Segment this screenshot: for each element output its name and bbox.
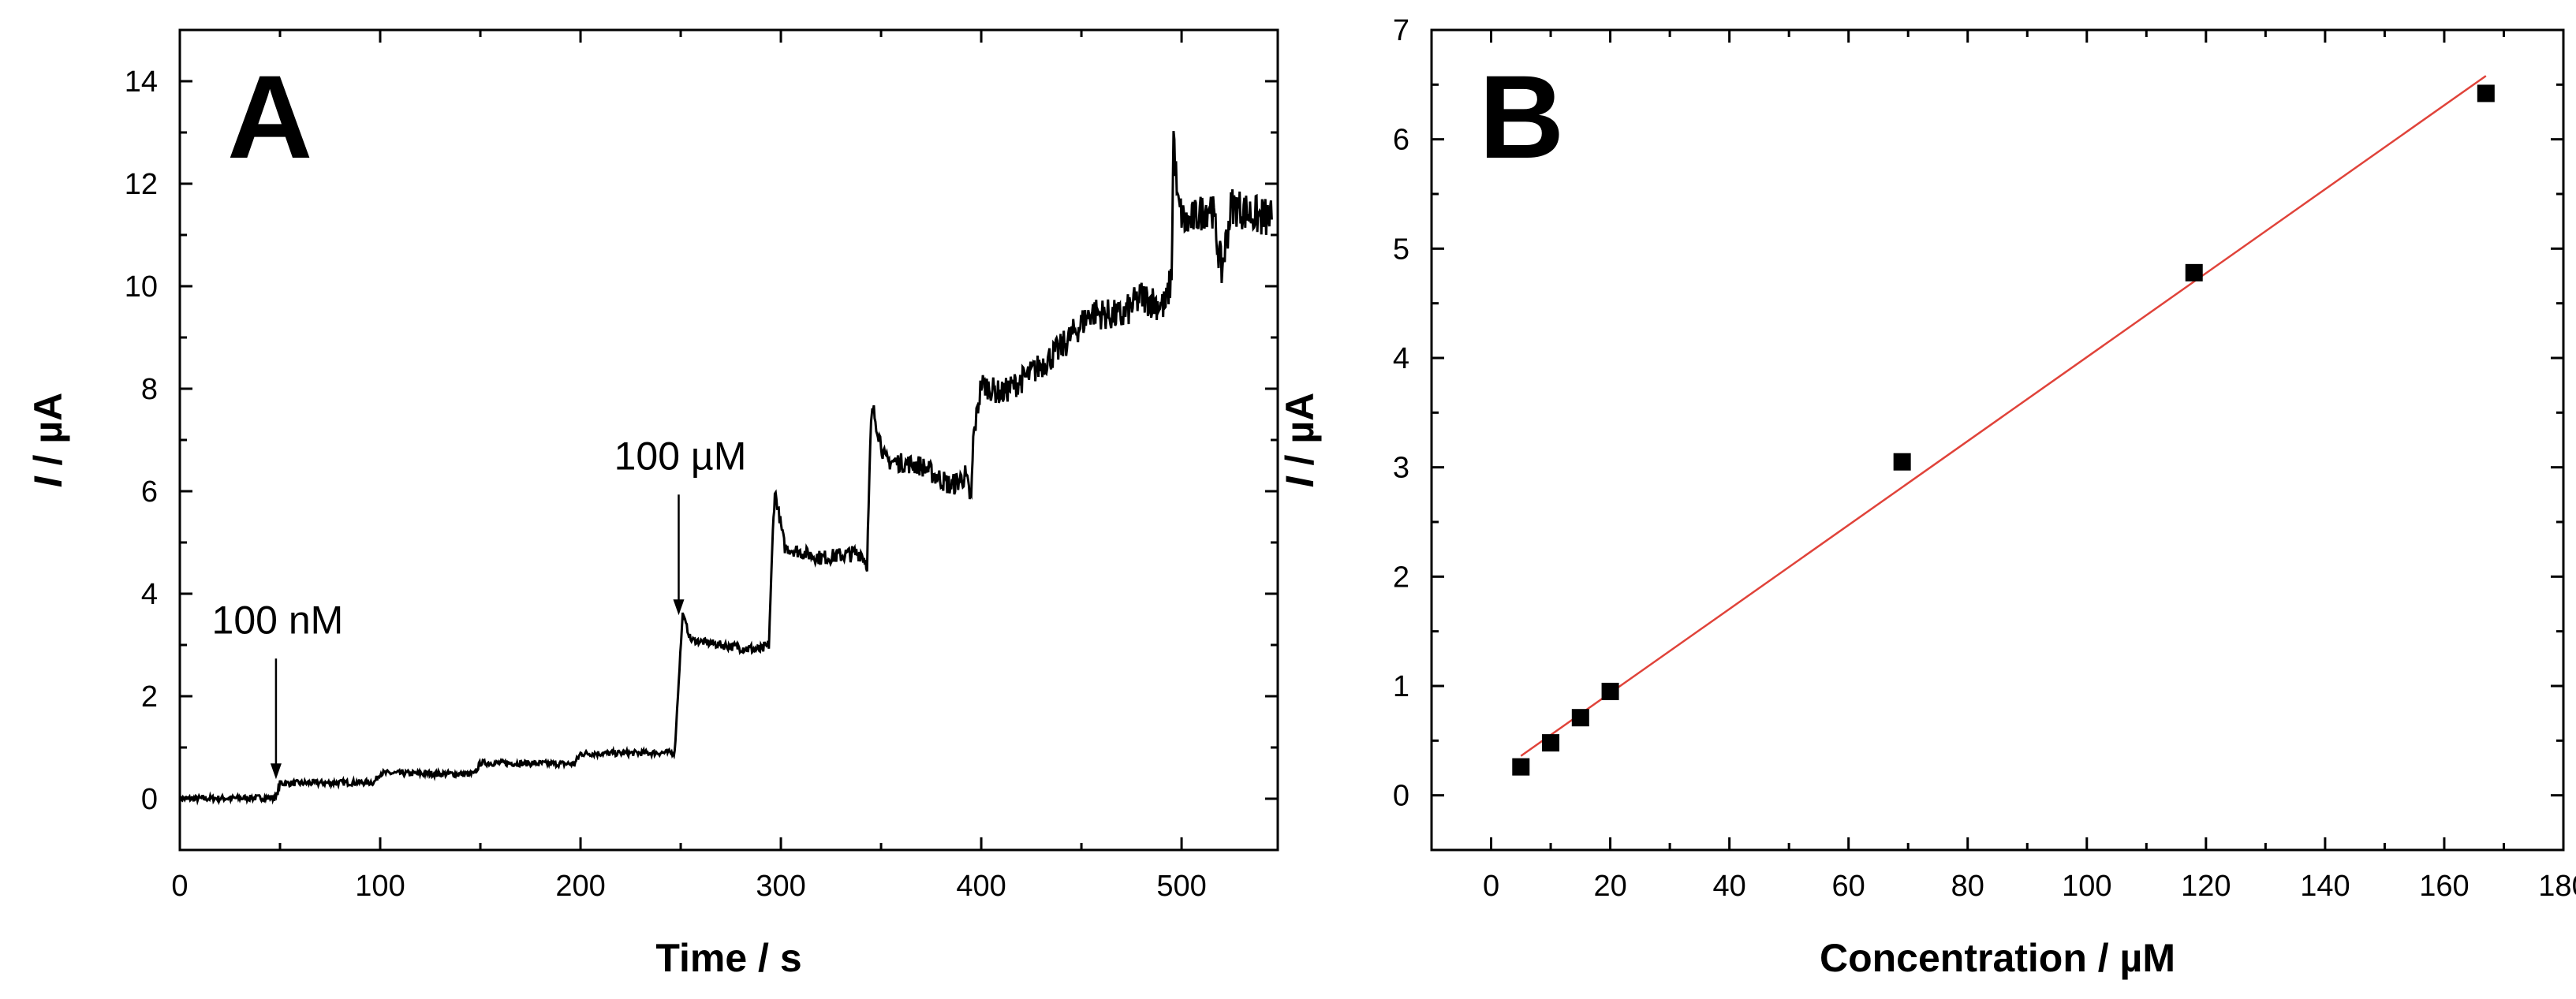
- y-tick-label: 3: [1393, 452, 1409, 485]
- data-point: [1893, 453, 1911, 471]
- data-point: [1571, 709, 1589, 727]
- y-axis-title: I / µA: [26, 393, 70, 488]
- x-tick-label: 0: [171, 870, 188, 903]
- y-axis-title: I / µA: [1278, 393, 1322, 488]
- y-tick-label: 0: [141, 783, 158, 816]
- panel-a-chart: 0 100 200 300 400 500 0 2 4 6 8 10 12 14 Time / s I / µ…: [26, 28, 1279, 980]
- x-tick-label: 0: [1483, 870, 1499, 903]
- panel-letter: A: [227, 50, 312, 183]
- x-tick-label: 20: [1593, 870, 1626, 903]
- x-tick-label: 200: [555, 870, 605, 903]
- x-tick-label: 40: [1712, 870, 1745, 903]
- y-tick-label: 4: [141, 578, 158, 611]
- x-tick-label: 500: [1156, 870, 1206, 903]
- y-tick-label: 1: [1393, 670, 1409, 703]
- y-tick-label: 12: [125, 168, 158, 201]
- y-axis-title-unit: / µA: [1278, 393, 1322, 477]
- x-axis-title: Time / s: [655, 936, 801, 980]
- panel-letter: B: [1479, 50, 1564, 183]
- x-tick-label: 80: [1951, 870, 1984, 903]
- y-tick-label: 10: [125, 270, 158, 304]
- y-axis-title-unit: / µA: [26, 393, 70, 477]
- x-tick-label: 400: [956, 870, 1006, 903]
- annotation-arrow-head: [673, 599, 685, 616]
- data-point: [2477, 84, 2495, 103]
- y-tick-label: 6: [141, 475, 158, 509]
- y-tick-label: 8: [141, 373, 158, 406]
- fit-line: [1520, 75, 2487, 757]
- x-tick-label: 140: [2300, 870, 2350, 903]
- x-tick-label: 300: [756, 870, 805, 903]
- data-point: [1512, 758, 1530, 776]
- annotation-arrow-head: [270, 763, 282, 780]
- x-tick-label: 160: [2419, 870, 2469, 903]
- data-point: [2185, 263, 2203, 281]
- y-tick-label: 2: [141, 680, 158, 714]
- x-tick-label: 60: [1832, 870, 1865, 903]
- y-tick-label: 2: [1393, 561, 1409, 594]
- data-point: [1601, 682, 1619, 700]
- x-axis-title: Concentration / µM: [1820, 936, 2175, 980]
- y-axis-title-symbol: I: [26, 475, 70, 487]
- y-tick-label: 6: [1393, 124, 1409, 157]
- y-tick-label: 14: [125, 65, 158, 99]
- panel-b-chart: 0 20 40 60 80 100 120 140 160 180 0 1 2 3 4 5 6 7 Concentr…: [1278, 14, 2576, 980]
- plot-frame: [1430, 28, 2565, 852]
- data-point: [1542, 734, 1560, 752]
- annotation-label: 100 nM: [212, 598, 344, 642]
- y-tick-label: 0: [1393, 780, 1409, 813]
- x-tick-label: 180: [2538, 870, 2576, 903]
- y-axis-title-symbol: I: [1278, 475, 1322, 487]
- x-tick-label: 120: [2181, 870, 2231, 903]
- y-tick-label: 7: [1393, 14, 1409, 47]
- y-tick-label: 4: [1393, 342, 1409, 375]
- y-tick-label: 5: [1393, 233, 1409, 266]
- annotation-label: 100 µM: [614, 434, 747, 478]
- x-tick-label: 100: [2062, 870, 2111, 903]
- x-tick-label: 100: [355, 870, 405, 903]
- series-line: [178, 131, 1273, 806]
